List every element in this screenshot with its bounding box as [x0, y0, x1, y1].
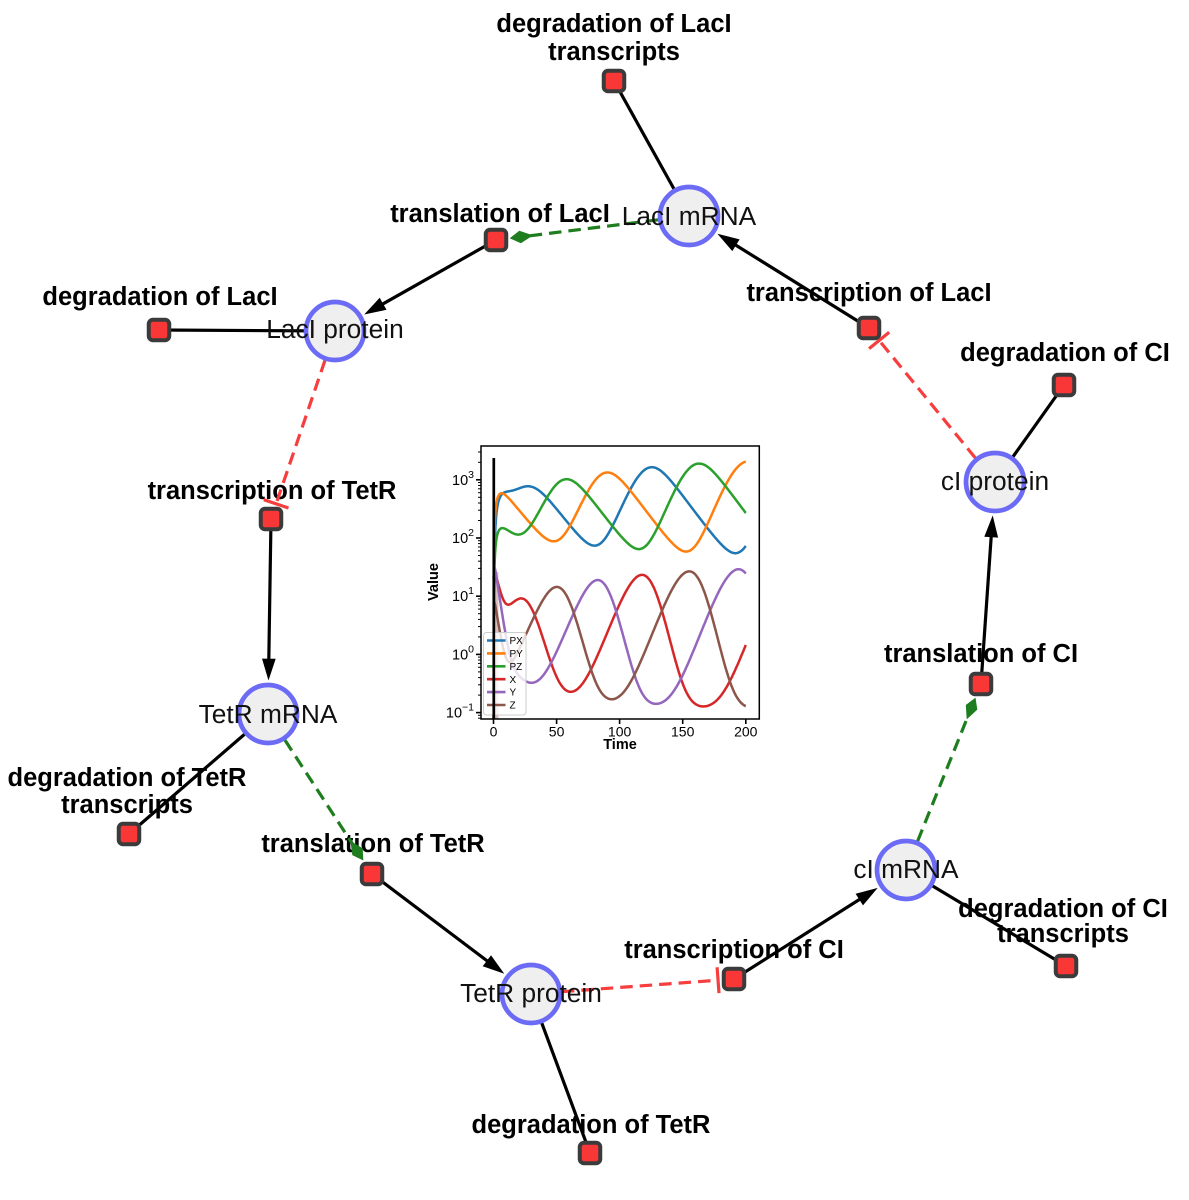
svg-text:Value: Value [426, 563, 442, 601]
svg-text:100: 100 [452, 643, 474, 663]
svg-text:LacI mRNA: LacI mRNA [622, 201, 757, 231]
svg-text:degradation of LacI: degradation of LacI [42, 283, 277, 311]
svg-text:transcription of LacI: transcription of LacI [746, 279, 991, 307]
svg-text:TetR mRNA: TetR mRNA [199, 699, 338, 729]
svg-text:degradation of TetR: degradation of TetR [472, 1111, 711, 1139]
svg-text:TetR protein: TetR protein [460, 978, 602, 1008]
svg-text:translation of TetR: translation of TetR [261, 830, 484, 858]
svg-text:degradation of CI: degradation of CI [960, 339, 1170, 367]
svg-text:Time: Time [603, 737, 637, 753]
svg-text:degradation of CI: degradation of CI [958, 895, 1168, 923]
svg-text:transcription of CI: transcription of CI [624, 936, 844, 964]
svg-text:transcription of TetR: transcription of TetR [148, 477, 397, 505]
svg-text:PX: PX [510, 636, 524, 647]
svg-text:Y: Y [510, 688, 517, 699]
svg-text:200: 200 [734, 724, 758, 740]
svg-text:translation of LacI: translation of LacI [390, 200, 610, 228]
svg-text:transcripts: transcripts [548, 38, 680, 66]
svg-text:cI mRNA: cI mRNA [853, 854, 959, 884]
svg-text:transcripts: transcripts [997, 920, 1129, 948]
svg-text:102: 102 [452, 527, 474, 547]
svg-text:Z: Z [510, 701, 516, 712]
svg-text:PZ: PZ [510, 662, 523, 673]
svg-text:degradation of TetR: degradation of TetR [8, 764, 247, 792]
svg-text:50: 50 [549, 724, 565, 740]
svg-text:transcripts: transcripts [61, 791, 193, 819]
svg-text:cI protein: cI protein [941, 466, 1049, 496]
svg-text:101: 101 [452, 585, 474, 605]
svg-text:0: 0 [490, 724, 498, 740]
svg-text:150: 150 [671, 724, 695, 740]
svg-text:100: 100 [608, 724, 632, 740]
svg-text:degradation of LacI: degradation of LacI [496, 10, 731, 38]
svg-text:PY: PY [510, 649, 524, 660]
svg-text:X: X [510, 675, 517, 686]
svg-text:LacI protein: LacI protein [266, 314, 403, 344]
svg-text:10−1: 10−1 [446, 702, 474, 722]
svg-text:103: 103 [452, 469, 474, 489]
